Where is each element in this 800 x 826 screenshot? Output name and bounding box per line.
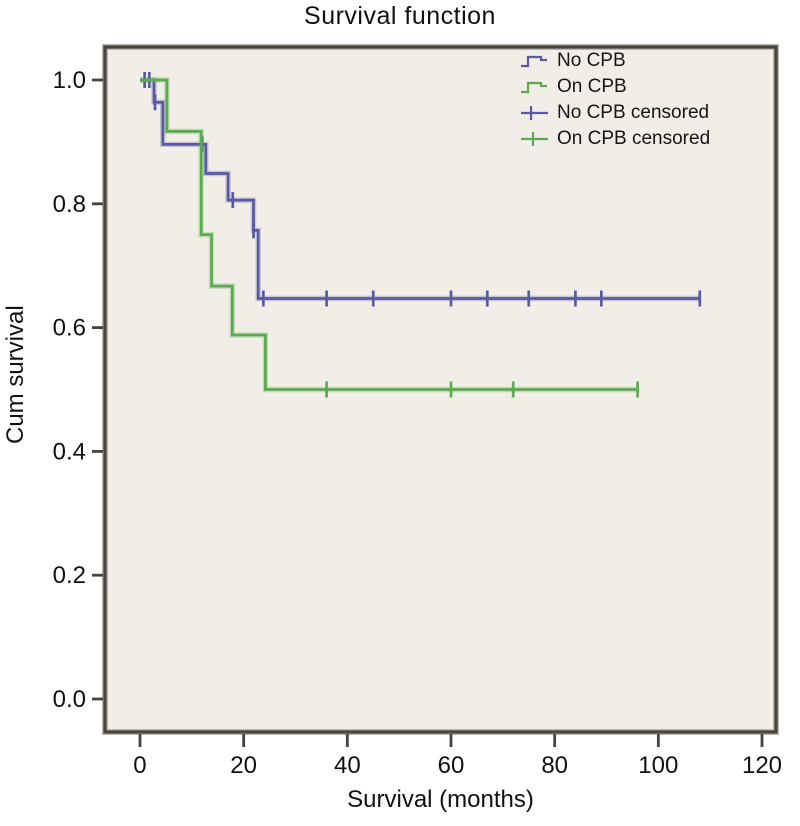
svg-text:0.8: 0.8	[53, 191, 86, 218]
svg-text:0: 0	[133, 752, 146, 779]
svg-text:20: 20	[230, 752, 257, 779]
svg-text:60: 60	[438, 752, 465, 779]
svg-text:0.0: 0.0	[53, 686, 86, 713]
chart-title: Survival function	[304, 2, 496, 30]
step-line-icon	[521, 81, 547, 94]
svg-text:1.0: 1.0	[53, 67, 86, 94]
svg-text:80: 80	[541, 752, 568, 779]
censor-marks-on_cpb	[325, 381, 639, 398]
legend-item-on-cpb-censored: On CPB censored	[520, 126, 710, 152]
legend-item-no-cpb-censored: No CPB censored	[520, 100, 710, 126]
svg-text:100: 100	[638, 752, 678, 779]
legend-label: On CPB censored	[557, 128, 711, 149]
svg-text:0.4: 0.4	[53, 438, 86, 465]
step-line-icon	[521, 55, 547, 68]
legend: No CPB On CPB No CPB censored On CPB cen…	[520, 48, 710, 152]
x-axis-ticks: 0 20 40 60 80 100 120	[133, 734, 782, 779]
svg-text:0.6: 0.6	[53, 315, 86, 342]
y-axis-ticks: 1.0 0.8 0.6 0.4 0.2 0.0	[53, 67, 103, 713]
legend-label: No CPB	[557, 50, 626, 71]
legend-label: No CPB censored	[557, 102, 710, 123]
svg-text:0.2: 0.2	[53, 562, 86, 589]
y-axis-label: Cum survival	[2, 305, 29, 445]
plot-frame	[103, 45, 778, 734]
censored-plus-icon	[521, 106, 548, 120]
legend-item-no-cpb: No CPB	[520, 48, 710, 74]
curve-on_cpb	[140, 77, 638, 393]
legend-label: On CPB	[557, 76, 627, 97]
censored-plus-icon	[521, 132, 548, 146]
censor-marks-no_cpb	[143, 71, 702, 307]
legend-item-on-cpb: On CPB	[520, 74, 710, 100]
svg-text:120: 120	[742, 752, 782, 779]
svg-text:40: 40	[334, 752, 361, 779]
x-axis-label: Survival (months)	[347, 786, 534, 813]
